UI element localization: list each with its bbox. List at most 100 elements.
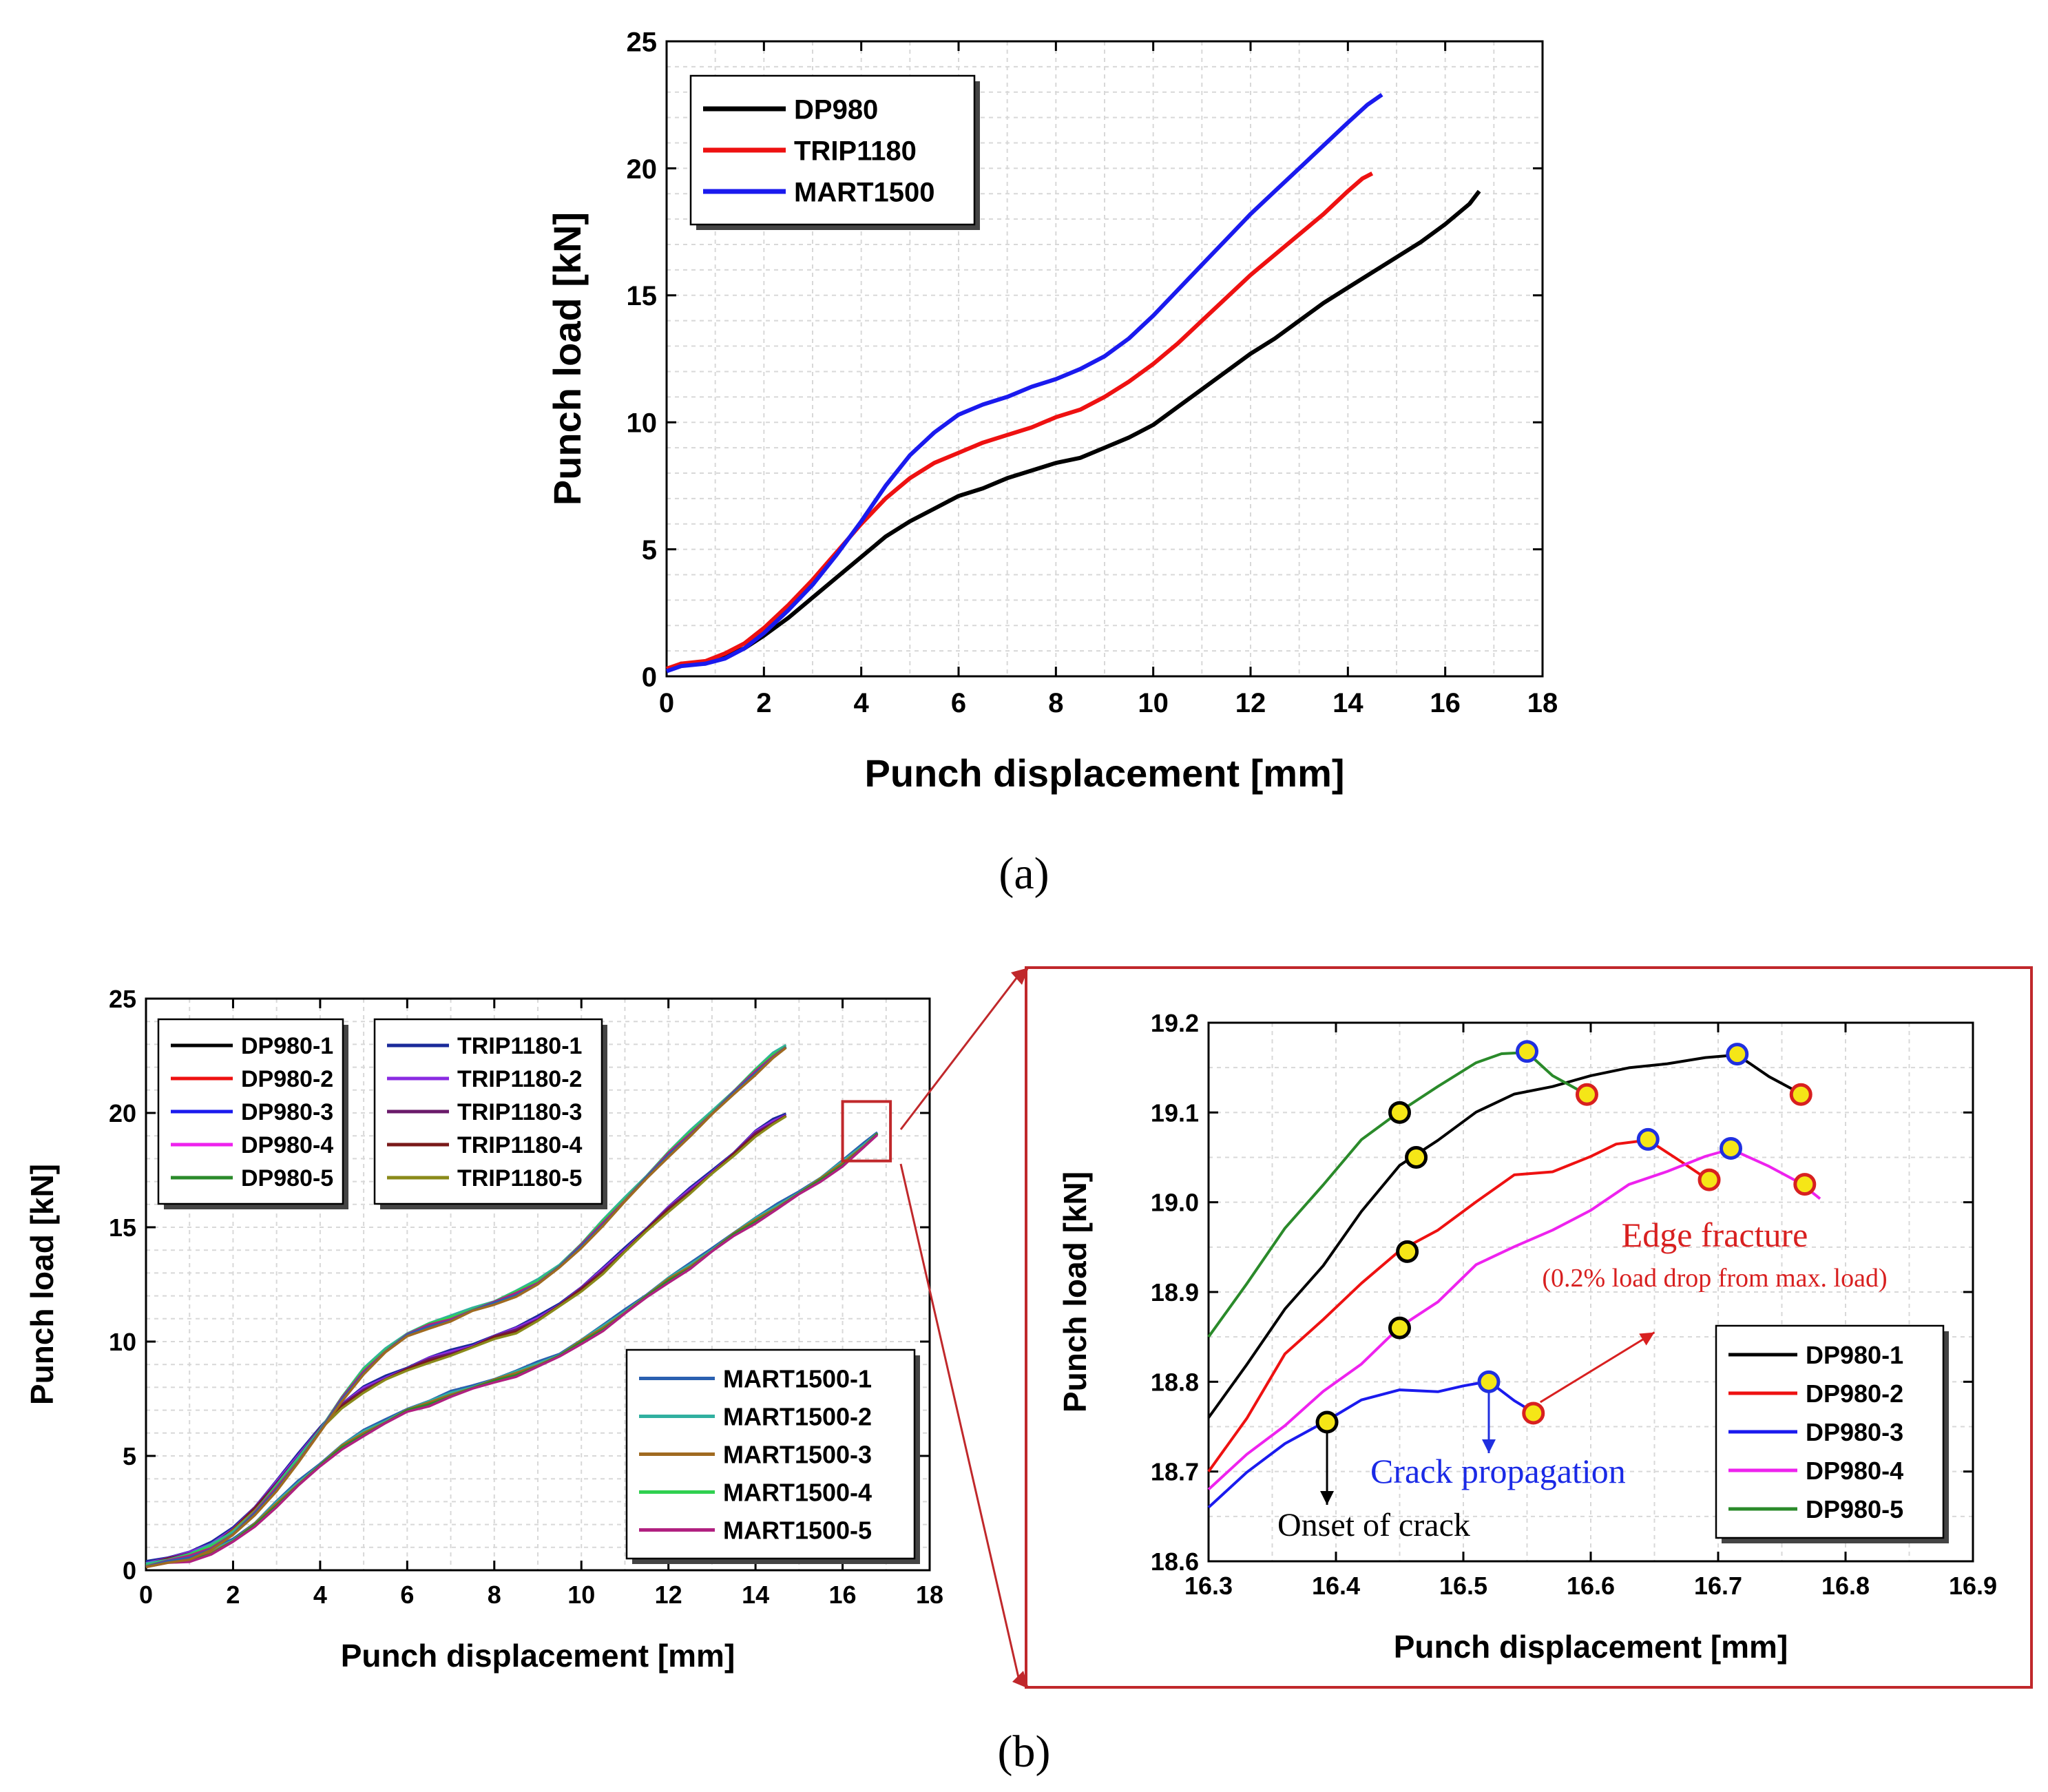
- y-tick-label: 15: [109, 1213, 136, 1242]
- x-tick-label: 12: [1235, 688, 1266, 718]
- x-tick-label: 4: [313, 1581, 327, 1609]
- y-axis-label: Punch load [kN]: [545, 212, 589, 506]
- zoom-panel-frame: [1025, 966, 2033, 1689]
- x-tick-label: 18: [1527, 688, 1558, 718]
- chart-b-zoom: 16.3 16.4 16.5 16.6 16.7 16.8 16.9 18.6 18.7 18.8…: [1057, 1009, 1997, 1665]
- y-tick-label: 5: [123, 1442, 136, 1470]
- y-tick-label: 19.1: [1151, 1098, 1199, 1127]
- series-line-highest-4: [145, 1047, 787, 1569]
- edge-fracture-sublabel: (0.2% load drop from max. load): [1542, 1264, 1887, 1293]
- zoom-connector: [899, 966, 2033, 1689]
- x-tick-label: 16.4: [1312, 1572, 1360, 1600]
- x-tick-label: 12: [655, 1581, 682, 1609]
- y-tick-label: 15: [627, 281, 658, 311]
- edge-marker-DP980-3: [1522, 1402, 1545, 1425]
- edge-marker-DP980-1: [1789, 1083, 1812, 1106]
- ticks: 16.3 16.4 16.5 16.6 16.7 16.8 16.9 18.6 18.7 18.8…: [1151, 1009, 1997, 1600]
- legend-entry-label: DP980-2: [1806, 1379, 1903, 1408]
- x-tick-label: 4: [854, 688, 870, 718]
- x-tick-label: 16.5: [1439, 1572, 1487, 1600]
- y-axis-label: Punch load [kN]: [1057, 1171, 1093, 1413]
- x-tick-label: 2: [226, 1581, 240, 1609]
- panel-label-b: (b): [998, 1727, 1051, 1777]
- legend-entry-label: MART1500-5: [723, 1516, 872, 1544]
- series-line-DP980: [665, 189, 1481, 674]
- legend-entry-label: DP980-4: [1806, 1457, 1903, 1485]
- y-tick-label: 19.0: [1151, 1189, 1199, 1217]
- series-line-lowest-4: [145, 1134, 879, 1569]
- legend-entry-label: MART1500-4: [723, 1478, 872, 1506]
- x-tick-label: 16: [1430, 688, 1461, 718]
- legend-entry-label: TRIP1180-2: [457, 1066, 582, 1092]
- panel-label-a: (a): [999, 848, 1049, 899]
- edge-arrow: [1539, 1331, 1655, 1404]
- series-line-DP980-1: [1207, 1053, 1802, 1419]
- zoom-region-box: [841, 1100, 892, 1163]
- series-line-MART1500: [666, 92, 1383, 674]
- onset-marker-DP980-3: [1315, 1410, 1339, 1434]
- ticks: 0 2 4 6 8 10 12 14 16 18 0 5 10 15 20 25: [627, 27, 1558, 718]
- series-line-TRIP1180: [666, 171, 1374, 671]
- legend-entry-label: DP980-1: [1806, 1341, 1903, 1369]
- legend-entry-label: DP980-5: [1806, 1495, 1903, 1523]
- zoom-line-top: [899, 974, 1021, 1130]
- propagation-marker-DP980-4: [1720, 1136, 1742, 1160]
- plot-frame: [145, 997, 931, 1572]
- propagation-marker-DP980-1: [1726, 1043, 1749, 1066]
- legend: DP980-1 DP980-2 DP980-3 DP980-4 DP980-5: [1715, 1324, 1949, 1543]
- legend-entry-label: DP980-5: [241, 1165, 333, 1191]
- y-tick-label: 10: [627, 408, 658, 439]
- series-line-DP980-2: [1207, 1138, 1711, 1472]
- plot-frame: [665, 40, 1544, 678]
- x-tick-label: 16.6: [1567, 1572, 1615, 1600]
- y-tick-label: 18.6: [1151, 1548, 1199, 1576]
- y-tick-label: 18.8: [1151, 1368, 1199, 1396]
- legend: TRIP1180-1 TRIP1180-2 TRIP1180-3 TRIP1180-4…: [373, 1018, 607, 1209]
- y-tick-label: 20: [627, 154, 658, 185]
- x-tick-label: 0: [139, 1581, 153, 1609]
- y-tick-label: 20: [109, 1099, 136, 1127]
- chart-a: 0 2 4 6 8 10 12 14 16 18 0 5 10 15 20 25 Punch displacem…: [545, 27, 1558, 795]
- x-tick-label: 2: [756, 688, 771, 718]
- onset-arrowhead: [1320, 1491, 1335, 1505]
- legend-entry-label: DP980-3: [241, 1099, 333, 1125]
- edge-marker-DP980-5: [1575, 1083, 1598, 1106]
- x-tick-label: 16.9: [1949, 1572, 1997, 1600]
- y-tick-label: 18.7: [1151, 1458, 1199, 1486]
- y-tick-label: 0: [642, 662, 657, 692]
- y-tick-label: 18.9: [1151, 1278, 1199, 1306]
- legend-entry-label: DP980-4: [241, 1132, 333, 1158]
- y-tick-label: 10: [109, 1328, 136, 1356]
- zoom-line-bottom: [899, 1163, 1021, 1681]
- annotations: Onset of crack Crack propagation Edge frac…: [1277, 1216, 1888, 1543]
- legend-entry-label: TRIP1180: [794, 136, 917, 166]
- propagation-marker-DP980-5: [1516, 1040, 1538, 1063]
- x-tick-label: 16: [829, 1581, 857, 1609]
- legend-entry-label: TRIP1180-3: [457, 1099, 582, 1125]
- y-tick-label: 0: [123, 1556, 136, 1585]
- y-tick-label: 5: [642, 535, 657, 565]
- onset-marker-DP980-4: [1388, 1316, 1411, 1340]
- legend-entry-label: DP980-1: [241, 1033, 333, 1059]
- legend-entry-label: TRIP1180-4: [457, 1132, 583, 1158]
- x-tick-label: 14: [742, 1581, 769, 1609]
- y-tick-label: 25: [627, 27, 658, 57]
- x-tick-label: 8: [488, 1581, 501, 1609]
- onset-marker-DP980-2: [1396, 1240, 1419, 1263]
- propagation-label: Crack propagation: [1370, 1452, 1626, 1490]
- onset-label: Onset of crack: [1277, 1507, 1470, 1543]
- legend: DP980 TRIP1180 MART1500: [689, 74, 980, 230]
- x-tick-label: 16.7: [1694, 1572, 1742, 1600]
- propagation-arrowhead: [1482, 1439, 1496, 1453]
- y-axis-label: Punch load [kN]: [24, 1164, 60, 1405]
- x-tick-label: 16.8: [1821, 1572, 1870, 1600]
- onset-marker-DP980-5: [1388, 1101, 1411, 1124]
- ticks: 0 2 4 6 8 10 12 14 16 18 0 5 10 15 20 25: [109, 985, 943, 1609]
- x-axis-label: Punch displacement [mm]: [864, 751, 1344, 795]
- x-axis-label: Punch displacement [mm]: [341, 1638, 735, 1674]
- propagation-marker-DP980-3: [1477, 1370, 1501, 1393]
- y-tick-label: 25: [109, 985, 136, 1013]
- legend-entry-label: DP980-3: [1806, 1418, 1903, 1446]
- legend-entry-label: MART1500-1: [723, 1364, 872, 1393]
